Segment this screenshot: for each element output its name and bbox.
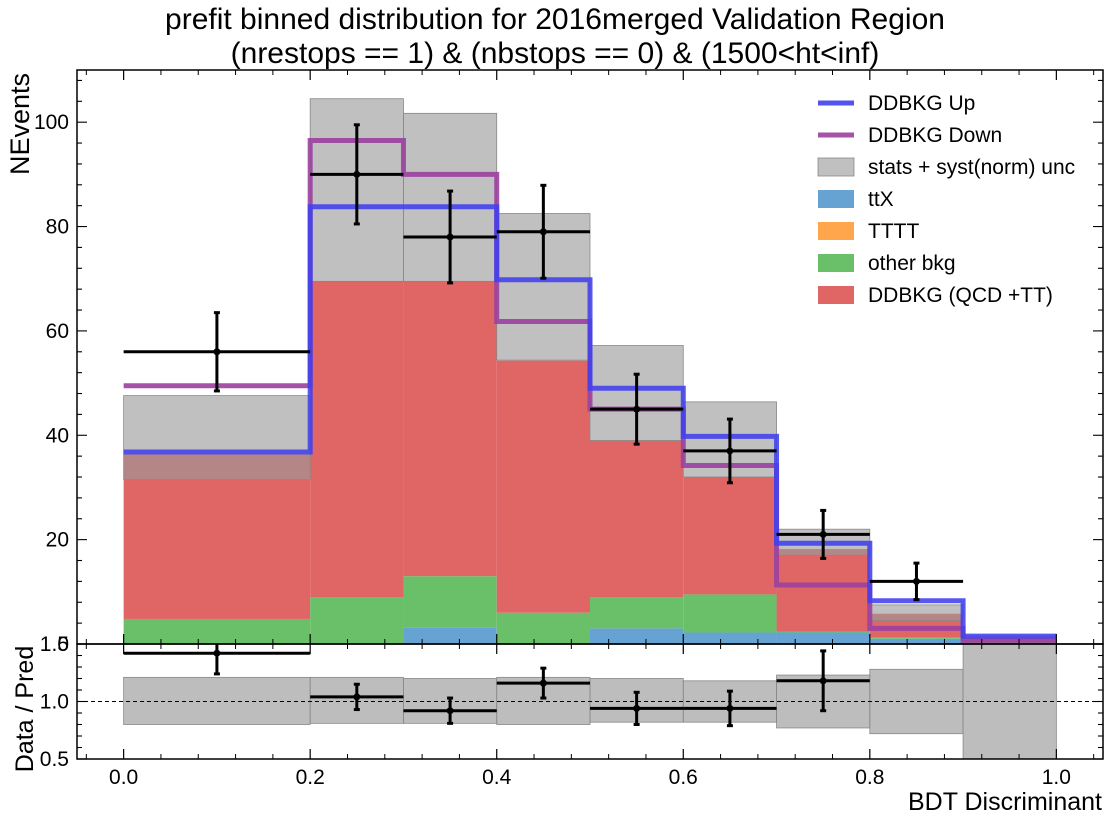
x-tick-label: 0.2 bbox=[296, 766, 325, 789]
stack-bar-other_bkg-6 bbox=[776, 631, 870, 633]
ratio-plot-area bbox=[77, 644, 1103, 759]
legend: DDBKG Up DDBKG Down stats + syst(norm) unc… bbox=[817, 92, 1075, 307]
stack-bar-ddbkg-1 bbox=[310, 281, 404, 598]
legend-label-ddbkg: DDBKG (QCD +TT) bbox=[868, 284, 1053, 307]
y-main-tick-label: 20 bbox=[46, 529, 69, 552]
data-point-3 bbox=[539, 228, 547, 236]
ratio-point-0 bbox=[213, 649, 221, 657]
y-axis-label-ratio: Data / Pred bbox=[11, 646, 39, 772]
chart-title-line2: (nrestops == 1) & (nbstops == 0) & (1500… bbox=[230, 37, 880, 70]
ddbkg-up-line bbox=[123, 204, 1057, 639]
legend-label-down: DDBKG Down bbox=[868, 124, 1002, 147]
stack-bar-other_bkg-3 bbox=[496, 612, 590, 644]
unc-band-bin-0 bbox=[123, 395, 311, 481]
data-point-1 bbox=[353, 170, 361, 178]
y-axis-label-main: NEvents bbox=[5, 73, 35, 175]
stack-bar-ttx-4 bbox=[590, 628, 684, 644]
stack-bar-other_bkg-4 bbox=[590, 597, 684, 629]
stack-bar-ttx-2 bbox=[403, 627, 497, 644]
stack-bar-other_bkg-2 bbox=[403, 576, 497, 628]
axes: 0.0 0.2 0.4 0.6 0.8 1.0 20 40 60 80 100 0 0.5 1.0 1.5 bbox=[34, 69, 1104, 789]
data-point-7 bbox=[912, 577, 920, 585]
stack-bar-ttx-5 bbox=[683, 632, 777, 644]
stack-bar-other_bkg-1 bbox=[310, 597, 404, 644]
y-main-tick-label: 100 bbox=[34, 111, 69, 134]
y-ratio-tick-label: 1.0 bbox=[40, 691, 69, 714]
stack-bar-other_bkg-7 bbox=[869, 637, 964, 639]
data-point-4 bbox=[633, 405, 641, 413]
unc-band-bin-7 bbox=[869, 604, 964, 621]
legend-swatch-unc bbox=[817, 157, 855, 177]
x-tick-label: 0.0 bbox=[109, 766, 138, 789]
y-ratio-tick-label: 0.5 bbox=[40, 748, 69, 771]
stack-bar-ddbkg-5 bbox=[683, 477, 777, 595]
ratio-point-5 bbox=[726, 704, 734, 712]
y-main-tick-label-zero: 0 bbox=[57, 633, 69, 656]
stack-bar-ddbkg-2 bbox=[403, 281, 497, 577]
x-tick-label: 1.0 bbox=[1042, 766, 1071, 789]
x-tick-label: 0.6 bbox=[669, 766, 698, 789]
stack-bar-other_bkg-0 bbox=[123, 618, 311, 644]
ratio-point-1 bbox=[353, 693, 361, 701]
x-axis-label: BDT Discriminant bbox=[908, 788, 1102, 816]
y-main-tick-label: 80 bbox=[46, 216, 69, 239]
data-point-5 bbox=[726, 447, 734, 455]
chart-title-line1: prefit binned distribution for 2016merge… bbox=[165, 3, 945, 36]
data-point-0 bbox=[213, 348, 221, 356]
legend-label-other_bkg: other bkg bbox=[868, 252, 956, 275]
x-tick-label: 0.8 bbox=[855, 766, 884, 789]
stack-bar-ddbkg-6 bbox=[776, 549, 870, 632]
y-main-tick-label: 40 bbox=[46, 424, 69, 447]
legend-swatch-tttt bbox=[818, 222, 854, 240]
legend-swatch-ttx bbox=[818, 190, 854, 208]
stack-bar-ddbkg-4 bbox=[590, 440, 684, 598]
ratio-point-3 bbox=[539, 679, 547, 687]
y-ratio-tick-label: 1.5 bbox=[40, 633, 69, 656]
ratio-point-6 bbox=[819, 677, 827, 685]
legend-label-ttx: ttX bbox=[868, 188, 894, 211]
legend-swatch-other_bkg bbox=[818, 254, 854, 272]
ratio-band-bin-0 bbox=[123, 676, 311, 725]
legend-label-up: DDBKG Up bbox=[868, 92, 975, 115]
legend-label-unc: stats + syst(norm) unc bbox=[868, 156, 1075, 179]
stack-bar-other_bkg-5 bbox=[683, 594, 777, 633]
legend-label-tttt: TTTT bbox=[868, 220, 919, 243]
legend-swatch-ddbkg bbox=[818, 286, 854, 304]
ratio-point-2 bbox=[446, 707, 454, 715]
y-main-tick-label: 60 bbox=[46, 320, 69, 343]
data-point-6 bbox=[819, 530, 827, 538]
stack-bar-ttx-7 bbox=[869, 638, 964, 644]
stack-bar-ddbkg-3 bbox=[496, 360, 590, 613]
stack-bar-ddbkg-0 bbox=[123, 454, 311, 619]
x-tick-label: 0.4 bbox=[482, 766, 512, 789]
main-plot-area bbox=[123, 98, 1057, 644]
ratio-point-4 bbox=[633, 704, 641, 712]
stack-bar-ttx-6 bbox=[776, 632, 870, 644]
data-point-2 bbox=[446, 233, 454, 241]
